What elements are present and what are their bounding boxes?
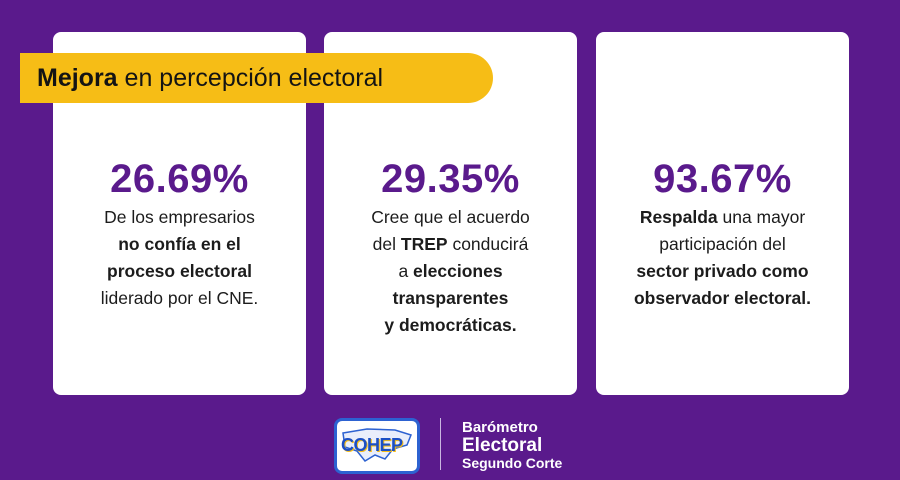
description-text: conducirá	[447, 234, 529, 254]
description-line: De los empresarios	[59, 204, 300, 231]
description-text: del	[372, 234, 401, 254]
description-line: proceso electoral	[59, 258, 300, 285]
description-text: liderado por el CNE.	[100, 288, 259, 308]
card-description: De los empresarios no confía en el proceso…	[59, 204, 300, 312]
title-bold: Mejora	[37, 64, 118, 92]
honduras-map-icon	[342, 428, 412, 462]
description-text: TREP	[400, 234, 448, 254]
description-text: observador electoral.	[633, 288, 812, 308]
cohep-logo: COHEP	[334, 418, 420, 474]
description-line: sector privado como	[602, 258, 843, 285]
description-line: Cree que el acuerdo	[330, 204, 571, 231]
description-line: observador electoral.	[602, 285, 843, 312]
description-text: a	[398, 261, 414, 281]
description-line: y democráticas.	[330, 312, 571, 339]
brand-block: Barómetro Electoral Segundo Corte	[462, 420, 562, 471]
percent-value: 93.67%	[653, 157, 792, 201]
card-description: Cree que el acuerdo del TREP conducirá a e…	[330, 204, 571, 339]
description-line: del TREP conducirá	[330, 231, 571, 258]
stat-card-3: 93.67% Respalda una mayor participación d…	[596, 32, 849, 395]
percent-value: 29.35%	[381, 157, 520, 201]
description-text: no confía en el	[118, 234, 241, 254]
card-description: Respalda una mayor participación del secto…	[602, 204, 843, 312]
description-text: Cree que el acuerdo	[371, 207, 530, 227]
description-text: elecciones	[413, 261, 503, 281]
brand-line-1: Barómetro	[462, 419, 538, 436]
description-text: Respalda	[639, 207, 718, 227]
description-text: una mayor	[717, 207, 806, 227]
description-text: proceso electoral	[107, 261, 252, 281]
description-line: no confía en el	[59, 231, 300, 258]
brand-line-2: Electoral	[462, 435, 543, 456]
description-text: De los empresarios	[104, 207, 255, 227]
description-line: Respalda una mayor	[602, 204, 843, 231]
title-rest: en percepción electoral	[117, 64, 384, 92]
footer-divider	[440, 418, 441, 470]
description-text: sector privado como	[636, 261, 809, 281]
description-line: liderado por el CNE.	[59, 285, 300, 312]
description-text: participación del	[659, 234, 786, 254]
description-line: participación del	[602, 231, 843, 258]
title-banner: Mejora en percepción electoral	[20, 53, 493, 103]
description-text: transparentes	[392, 288, 509, 308]
brand-line-3: Segundo Corte	[462, 455, 563, 471]
description-line: transparentes	[330, 285, 571, 312]
percent-value: 26.69%	[110, 157, 249, 201]
description-line: a elecciones	[330, 258, 571, 285]
description-text: y democráticas.	[384, 315, 517, 335]
logo-text: COHEP	[341, 435, 403, 455]
